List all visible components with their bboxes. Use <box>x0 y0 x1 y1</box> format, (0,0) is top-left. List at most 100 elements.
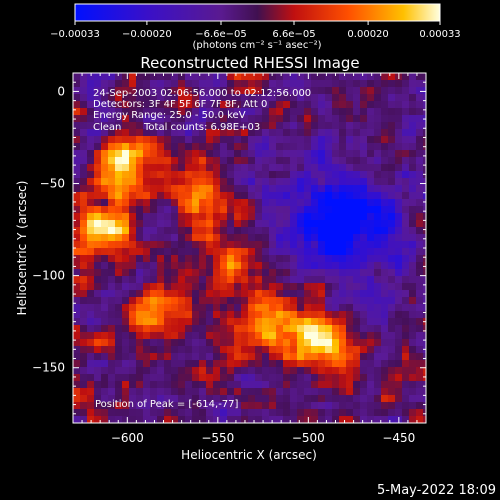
heatmap-cell <box>416 185 424 193</box>
heatmap-cell <box>416 262 424 270</box>
heatmap-cell <box>213 178 221 186</box>
heatmap-cell <box>290 80 298 88</box>
heatmap-cell <box>185 234 193 242</box>
heatmap-cell <box>129 290 137 298</box>
heatmap-cell <box>262 360 270 368</box>
heatmap-cell <box>388 262 396 270</box>
heatmap-cell <box>101 136 109 144</box>
heatmap-cell <box>283 318 291 326</box>
heatmap-cell <box>101 395 109 403</box>
heatmap-cell <box>269 395 277 403</box>
heatmap-cell <box>297 381 305 389</box>
heatmap-cell <box>192 185 200 193</box>
heatmap-cell <box>269 290 277 298</box>
heatmap-cell <box>297 297 305 305</box>
heatmap-cell <box>297 311 305 319</box>
heatmap-cell <box>241 108 249 116</box>
heatmap-cell <box>346 409 354 417</box>
heatmap-cell <box>178 290 186 298</box>
heatmap-cell <box>185 388 193 396</box>
heatmap-cell <box>143 220 151 228</box>
heatmap-cell <box>325 353 333 361</box>
heatmap-cell <box>395 206 403 214</box>
heatmap-cell <box>423 325 426 333</box>
heatmap-cell <box>276 80 284 88</box>
heatmap-cell <box>262 248 270 256</box>
heatmap-cell <box>171 353 179 361</box>
heatmap-cell <box>402 297 410 305</box>
heatmap-cell <box>388 353 396 361</box>
heatmap-cell <box>241 87 249 95</box>
heatmap-cell <box>220 276 228 284</box>
heatmap-cell <box>241 94 249 102</box>
heatmap-cell <box>409 178 417 186</box>
heatmap-cell <box>157 101 165 109</box>
heatmap-cell <box>108 206 116 214</box>
heatmap-cell <box>423 311 426 319</box>
heatmap-cell <box>297 241 305 249</box>
heatmap-cell <box>262 353 270 361</box>
heatmap-cell <box>227 178 235 186</box>
heatmap-cell <box>73 346 81 354</box>
heatmap-cell <box>416 290 424 298</box>
heatmap-cell <box>108 227 116 235</box>
heatmap-cell <box>346 360 354 368</box>
heatmap-cell <box>325 409 333 417</box>
heatmap-cell <box>395 220 403 228</box>
heatmap-cell <box>192 164 200 172</box>
heatmap-cell <box>318 325 326 333</box>
heatmap-cell <box>192 220 200 228</box>
x-tick-label: −600 <box>111 431 144 445</box>
heatmap-cell <box>395 276 403 284</box>
heatmap-cell <box>101 367 109 375</box>
heatmap-cell <box>178 94 186 102</box>
heatmap-cell <box>108 262 116 270</box>
heatmap-cell <box>136 185 144 193</box>
heatmap-cell <box>248 115 256 123</box>
heatmap-cell <box>94 276 102 284</box>
heatmap-cell <box>353 416 361 423</box>
heatmap-cell <box>381 143 389 151</box>
heatmap-cell <box>157 234 165 242</box>
heatmap-cell <box>395 353 403 361</box>
heatmap-cell <box>192 87 200 95</box>
heatmap-cell <box>269 73 277 81</box>
heatmap-cell <box>73 199 81 207</box>
heatmap-cell <box>304 346 312 354</box>
heatmap-cell <box>423 255 426 263</box>
heatmap-cell <box>136 374 144 382</box>
heatmap-cell <box>318 360 326 368</box>
heatmap-cell <box>80 367 88 375</box>
heatmap-cell <box>255 367 263 375</box>
heatmap-cell <box>150 150 158 158</box>
heatmap-cell <box>332 199 340 207</box>
heatmap-cell <box>227 234 235 242</box>
heatmap-cell <box>129 367 137 375</box>
heatmap-cell <box>409 213 417 221</box>
heatmap-cell <box>185 80 193 88</box>
heatmap-cell <box>150 206 158 214</box>
heatmap-cell <box>311 150 319 158</box>
heatmap-cell <box>206 241 214 249</box>
heatmap-cell <box>339 409 347 417</box>
heatmap-cell <box>304 402 312 410</box>
heatmap-cell <box>262 178 270 186</box>
heatmap-cell <box>325 108 333 116</box>
heatmap-cell <box>185 297 193 305</box>
heatmap-cell <box>150 374 158 382</box>
heatmap-cell <box>94 269 102 277</box>
heatmap-cell <box>318 290 326 298</box>
heatmap-cell <box>409 248 417 256</box>
heatmap-cell <box>115 122 123 130</box>
heatmap-cell <box>199 297 207 305</box>
heatmap-cell <box>297 290 305 298</box>
heatmap-cell <box>164 178 172 186</box>
heatmap-cell <box>360 115 368 123</box>
heatmap-cell <box>73 241 81 249</box>
heatmap-cell <box>416 311 424 319</box>
heatmap-cell <box>311 129 319 137</box>
heatmap-cell <box>73 94 81 102</box>
heatmap-cell <box>129 255 137 263</box>
heatmap-cell <box>297 136 305 144</box>
heatmap-cell <box>213 129 221 137</box>
